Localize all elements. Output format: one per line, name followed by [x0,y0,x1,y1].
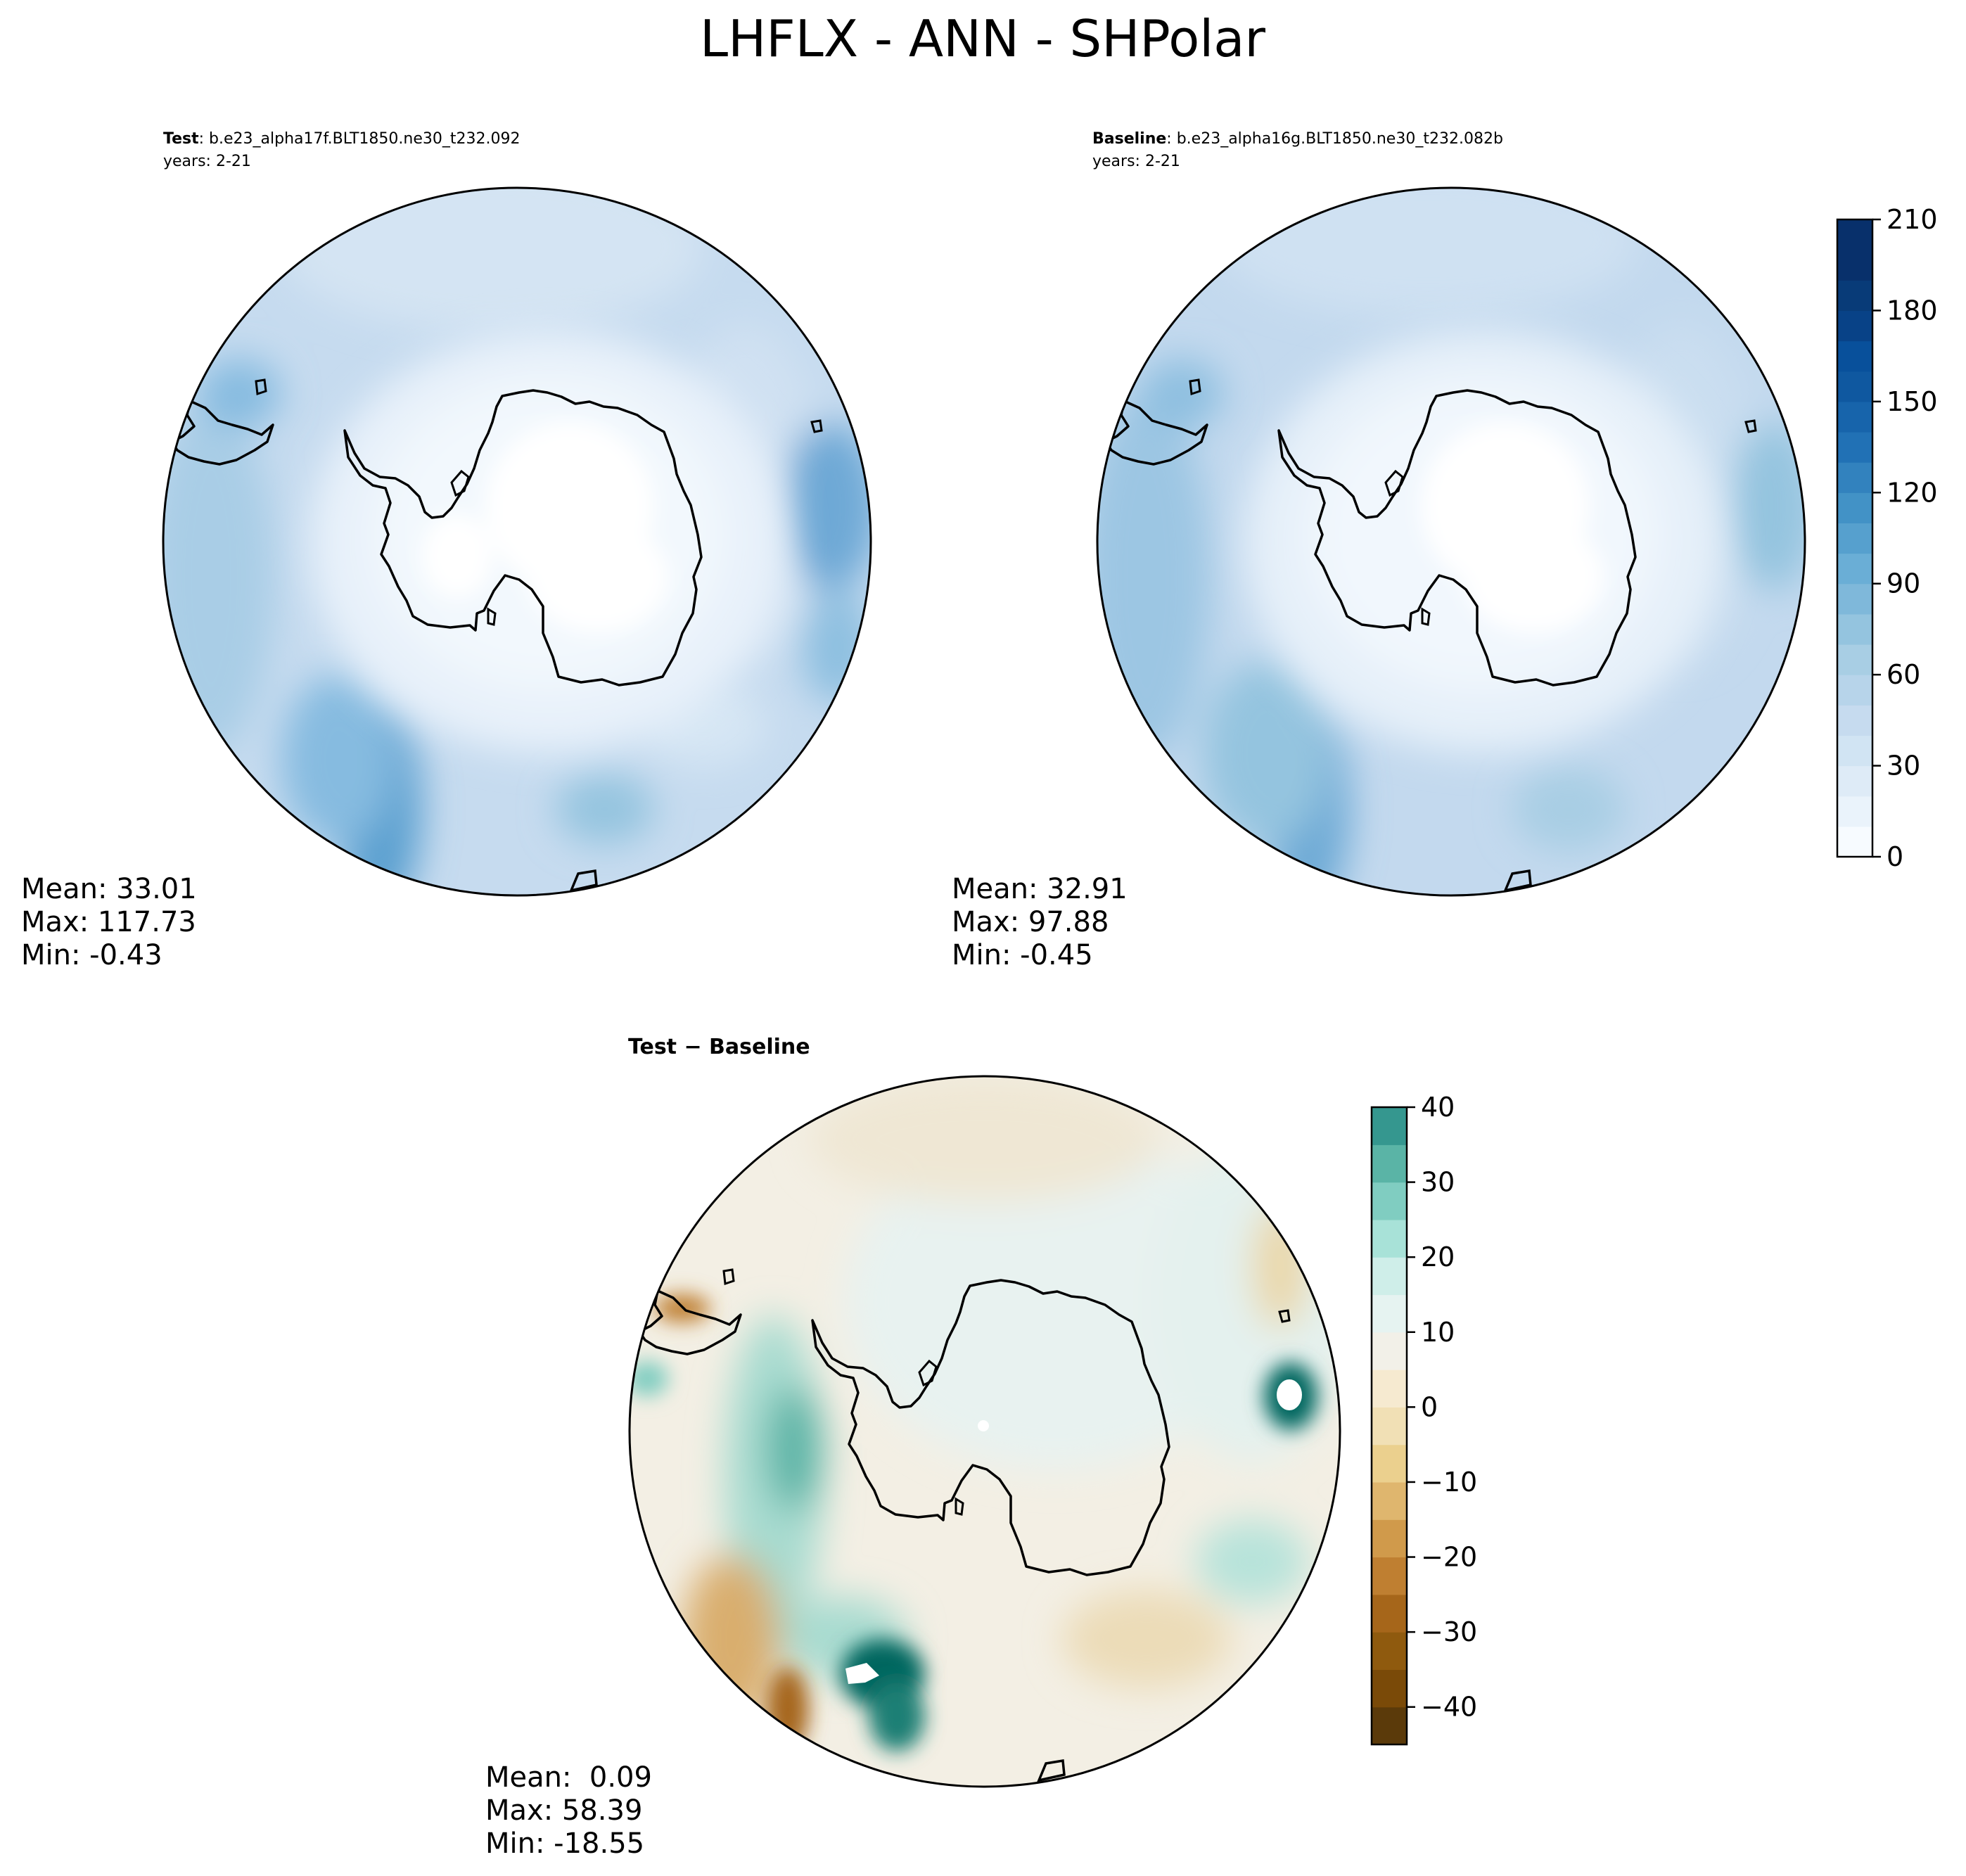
colorbar-main-band [1837,280,1872,312]
colorbar-diff-band [1372,1107,1407,1145]
colorbar-main-tick-label: 150 [1887,386,1938,417]
colorbar-diff-tick-label: −20 [1421,1542,1477,1573]
colorbar-diff-band [1372,1669,1407,1708]
colorbar-main-tick-label: 90 [1887,568,1920,599]
colorbar-diff-band [1372,1294,1407,1333]
panel-diff-title: Test − Baseline [628,1035,810,1059]
map-baseline [1097,188,1805,895]
panel-diff-min: Min: -18.55 [485,1827,644,1860]
colorbar-main-band [1837,826,1872,857]
colorbar-diff: −40 −30 −20 −10 0 10 20 30 40 [1370,1092,1477,1746]
panel-baseline-case: b.e23_alpha16g.BLT1850.ne30_t232.082b [1177,130,1503,148]
panel-baseline-years: years: 2-21 [1092,153,1180,170]
panel-baseline-sep: : [1166,130,1176,148]
colorbar-main-band [1837,310,1872,342]
colorbar-diff-frame [1370,1106,1408,1746]
colorbar-diff-tick-label: 0 [1421,1391,1438,1422]
colorbar-diff-tick-label: −30 [1421,1616,1477,1647]
colorbar-diff-tick-label: 40 [1421,1092,1455,1123]
panel-test-years: years: 2-21 [163,153,251,170]
colorbar-main-band [1837,371,1872,402]
colorbar-main-band [1837,250,1872,281]
colorbar-main-frame [1836,218,1874,858]
colorbar-main-band [1837,675,1872,706]
map-diff [630,1076,1340,1787]
colorbar-main-tick-label: 0 [1887,841,1903,872]
colorbar-main-band [1837,583,1872,615]
map-baseline-border [1096,186,1806,897]
colorbar-diff-band [1372,1219,1407,1258]
colorbar-main-band [1837,644,1872,675]
colorbar-main-band [1837,492,1872,524]
colorbar-diff-band [1372,1557,1407,1595]
panel-baseline-label: Baseline [1092,130,1166,148]
panel-diff-max: Max: 58.39 [485,1794,642,1827]
colorbar-diff-band [1372,1407,1407,1446]
figure-title: LHFLX - ANN - SHPolar [700,9,1265,68]
colorbar-diff-band [1372,1594,1407,1633]
panel-test-header: Test: b.e23_alpha17f.BLT1850.ne30_t232.0… [163,130,520,148]
map-test [163,188,871,895]
colorbar-main-band [1837,735,1872,767]
map-test-border [162,186,872,897]
colorbar-main-band [1837,705,1872,736]
colorbar-main-band [1837,613,1872,645]
panel-baseline-min: Min: -0.45 [952,939,1093,971]
colorbar-main-tick-label: 60 [1887,659,1920,690]
colorbar-diff-band [1372,1182,1407,1220]
colorbar-main-band [1837,765,1872,797]
colorbar-diff-band [1372,1370,1407,1408]
panel-diff-mean: Mean: 0.09 [485,1761,652,1794]
panel-baseline-mean: Mean: 32.91 [952,873,1128,905]
panel-test-max: Max: 117.73 [21,906,196,938]
colorbar-diff-band [1372,1444,1407,1483]
colorbar-main-tick-label: 180 [1887,295,1938,326]
panel-test-label: Test [163,130,199,148]
colorbar-main-tick-label: 30 [1887,751,1920,781]
colorbar-diff-tick-label: −10 [1421,1467,1477,1498]
colorbar-diff-band [1372,1632,1407,1671]
map-diff-border [628,1075,1341,1788]
colorbar-diff-band [1372,1144,1407,1183]
panel-baseline-max: Max: 97.88 [952,906,1109,938]
panel-baseline-header: Baseline: b.e23_alpha16g.BLT1850.ne30_t2… [1092,130,1503,148]
colorbar-main-tick-label: 210 [1887,204,1938,235]
colorbar-diff-band [1372,1481,1407,1520]
colorbar-diff-band [1372,1519,1407,1558]
colorbar-main: 0 30 60 90 120 150 180 210 [1836,204,1938,872]
colorbar-main-band [1837,523,1872,554]
colorbar-main-band [1837,401,1872,433]
colorbar-diff-tick-label: 20 [1421,1242,1455,1272]
colorbar-main-band [1837,462,1872,493]
colorbar-main-band [1837,553,1872,585]
panel-test-min: Min: -0.43 [21,939,162,971]
panel-diff: Test − Baseline [485,1035,1341,1860]
colorbar-main-band [1837,432,1872,463]
colorbar-diff-tick-label: 30 [1421,1167,1455,1198]
panel-test: Test: b.e23_alpha17f.BLT1850.ne30_t232.0… [21,130,872,971]
colorbar-diff-band [1372,1257,1407,1296]
panel-test-case: b.e23_alpha17f.BLT1850.ne30_t232.092 [209,130,520,148]
panel-baseline: Baseline: b.e23_alpha16g.BLT1850.ne30_t2… [952,130,1806,971]
colorbar-main-tick-label: 120 [1887,477,1938,508]
colorbar-diff-band [1372,1706,1407,1745]
panel-test-sep: : [199,130,209,148]
colorbar-diff-tick-label: 10 [1421,1317,1455,1348]
colorbar-diff-band [1372,1332,1407,1370]
colorbar-main-band [1837,219,1872,250]
colorbar-main-band [1837,340,1872,372]
panel-test-mean: Mean: 33.01 [21,873,197,905]
colorbar-main-band [1837,796,1872,827]
colorbar-diff-tick-label: −40 [1421,1692,1477,1723]
